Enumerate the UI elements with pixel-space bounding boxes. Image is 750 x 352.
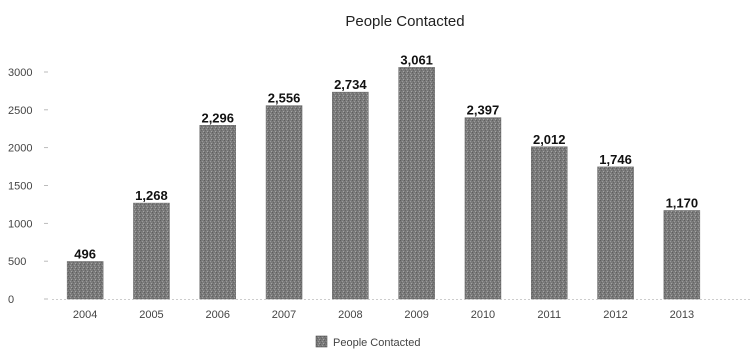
x-tick-label-2007: 2007 [272,309,296,321]
y-tick-label-1000: 1000 [8,218,32,230]
x-tick-label-2005: 2005 [139,309,163,321]
y-axis: 0 500 1000 1500 2000 2500 3000 [8,67,48,306]
bar-2007 [265,105,303,300]
x-axis: 2004 2005 2006 2007 2008 2009 2010 2011 2012 2013 [52,299,750,321]
data-label-2005: 1,268 [135,188,168,203]
legend-label: People Contacted [333,337,420,349]
y-tick-label-1500: 1500 [8,181,32,193]
x-tick-label-2011: 2011 [537,309,561,321]
data-label-2008: 2,734 [334,77,367,92]
data-label-2010: 2,397 [467,103,500,118]
y-tick-label-2500: 2500 [8,105,32,117]
y-tick-label-3000: 3000 [8,67,32,79]
data-label-2004: 496 [74,246,96,261]
bar-2005 [133,202,170,300]
data-label-2009: 3,061 [400,52,433,67]
bars [66,67,701,300]
bar-2004 [66,261,104,300]
x-tick-label-2012: 2012 [603,309,627,321]
x-tick-label-2008: 2008 [338,309,362,321]
x-tick-label-2006: 2006 [206,309,230,321]
x-tick-label-2013: 2013 [670,309,694,321]
bar-2012 [597,166,634,300]
legend: People Contacted [315,335,420,349]
data-label-2007: 2,556 [268,91,301,106]
legend-swatch [315,335,328,348]
y-tick-label-500: 500 [8,256,26,268]
x-tick-label-2009: 2009 [404,309,428,321]
x-tick-label-2004: 2004 [73,309,97,321]
data-label-2006: 2,296 [201,110,234,125]
bar-2010 [464,117,502,300]
data-label-2012: 1,746 [599,152,632,167]
bar-2009 [398,67,435,300]
y-tick-label-0: 0 [8,294,14,306]
data-labels: 496 1,268 2,296 2,556 2,734 3,061 2,397 2,012 1,… [74,52,698,261]
bar-2013 [663,210,701,300]
chart-title: People Contacted [345,13,464,30]
bar-2006 [199,125,236,300]
x-tick-label-2010: 2010 [471,309,495,321]
y-tick-label-2000: 2000 [8,143,32,155]
bar-2011 [531,146,568,300]
data-label-2011: 2,012 [533,132,566,147]
data-label-2013: 1,170 [666,195,699,210]
bar-2008 [332,91,369,300]
